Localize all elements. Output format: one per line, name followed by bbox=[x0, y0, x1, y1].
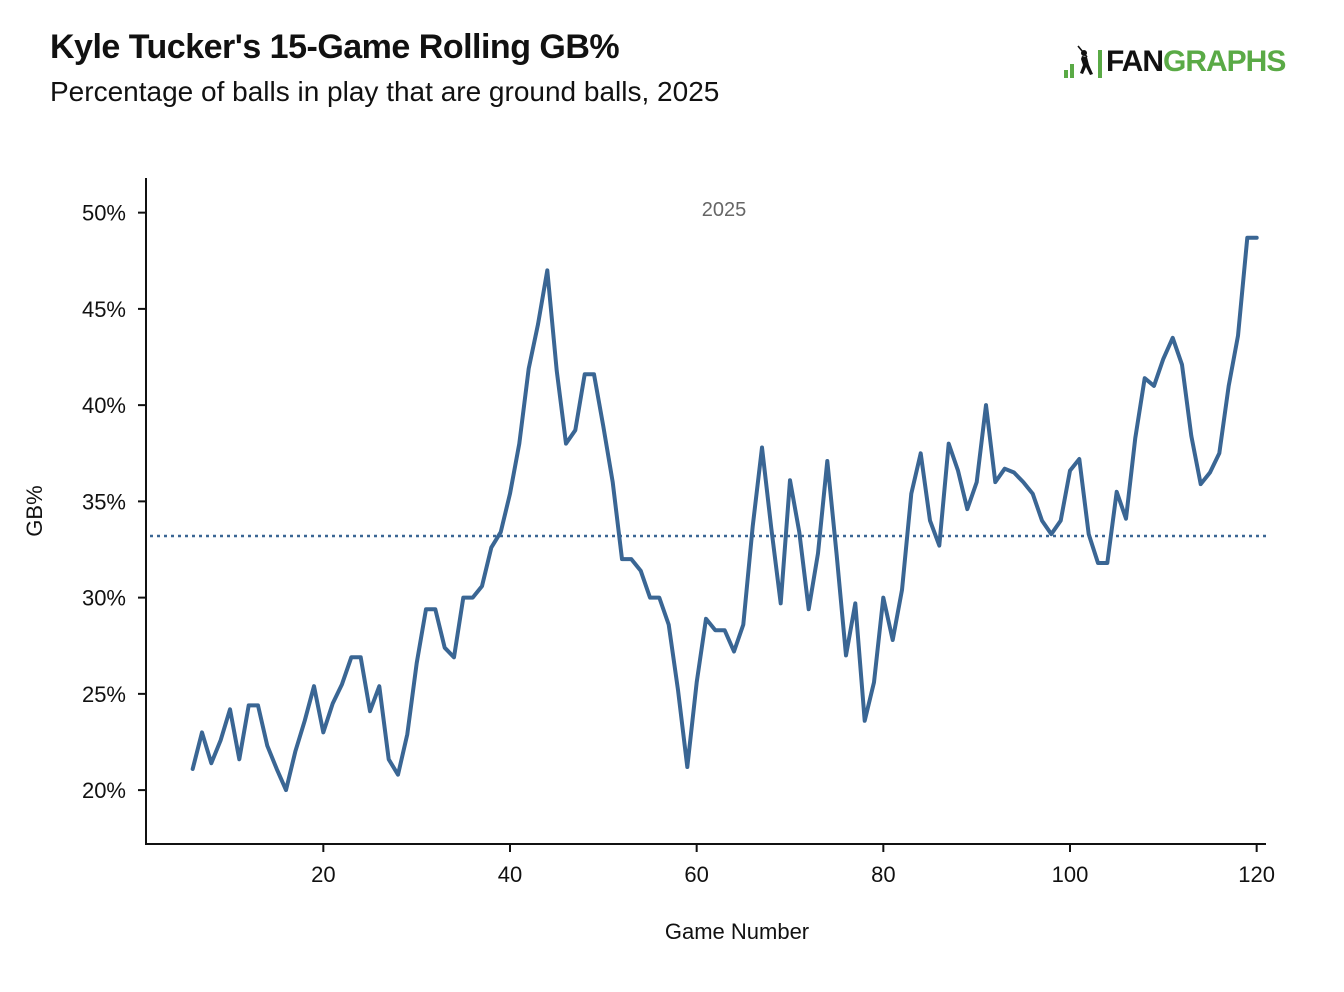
y-tick-label: 20% bbox=[82, 778, 126, 803]
logo-text-graphs: GRAPHS bbox=[1163, 45, 1286, 78]
y-ticks: 20% 25% 30% 35% 40% 45% 50% bbox=[82, 201, 146, 803]
year-annotation: 2025 bbox=[702, 199, 747, 221]
x-tick-label: 60 bbox=[684, 862, 708, 887]
y-tick-label: 35% bbox=[82, 489, 126, 514]
y-axis-label: GB% bbox=[22, 485, 47, 536]
x-ticks: 20 40 60 80 100 120 bbox=[311, 844, 1275, 887]
y-tick-label: 30% bbox=[82, 586, 126, 611]
chart-title: Kyle Tucker's 15-Game Rolling GB% bbox=[50, 28, 620, 66]
x-axis-label: Game Number bbox=[665, 919, 809, 944]
fangraphs-batter-icon bbox=[1064, 45, 1102, 78]
y-tick-label: 25% bbox=[82, 682, 126, 707]
x-tick-label: 80 bbox=[871, 862, 895, 887]
logo-text-fan: FAN bbox=[1106, 45, 1164, 78]
y-tick-label: 45% bbox=[82, 297, 126, 322]
x-tick-label: 120 bbox=[1238, 862, 1275, 887]
fangraphs-logo: FAN GRAPHS bbox=[1062, 44, 1286, 80]
y-tick-label: 40% bbox=[82, 393, 126, 418]
y-tick-label: 50% bbox=[82, 201, 126, 226]
x-tick-label: 100 bbox=[1052, 862, 1089, 887]
series-line bbox=[190, 235, 1259, 793]
x-tick-label: 20 bbox=[311, 862, 335, 887]
chart-subtitle: Percentage of balls in play that are gro… bbox=[50, 76, 720, 107]
x-tick-label: 40 bbox=[498, 862, 522, 887]
